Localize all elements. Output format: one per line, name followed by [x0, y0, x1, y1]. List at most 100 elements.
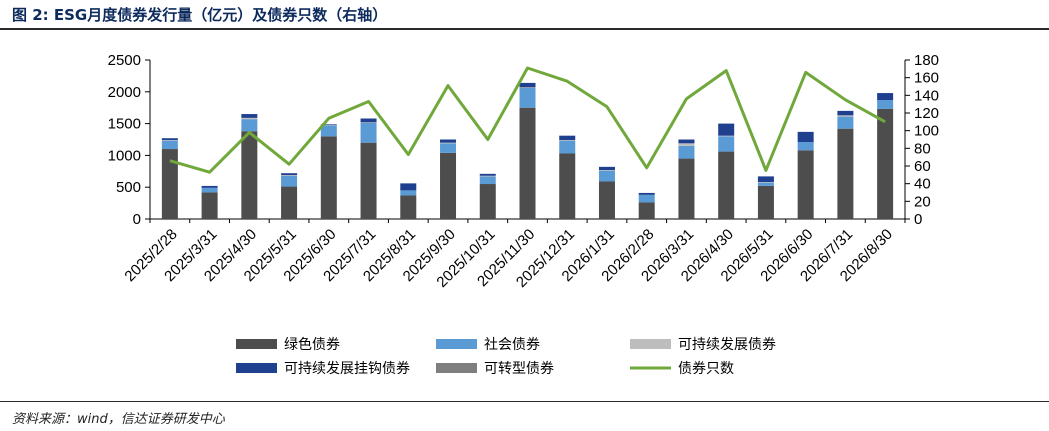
bar-sustainability-linked-bond: [360, 118, 377, 123]
bar-social-bond: [161, 140, 178, 150]
left-axis-tick-label: 0: [133, 211, 141, 228]
bar-sustainable-bond: [837, 115, 854, 117]
legend-swatch: [436, 339, 477, 349]
bar-social-bond: [320, 125, 337, 137]
left-axis-tick-label: 1500: [108, 116, 141, 133]
bar-series-group: [161, 82, 894, 219]
bar-social-bond: [877, 100, 894, 109]
bar-green-bond: [360, 142, 377, 219]
bar-sustainability-linked-bond: [479, 173, 496, 176]
bar-green-bond: [440, 152, 457, 219]
bar-social-bond: [440, 143, 457, 153]
bar-sustainability-linked-bond: [241, 114, 258, 118]
footer-divider: [0, 401, 1049, 402]
bar-sustainability-linked-bond: [281, 173, 298, 176]
right-axis-tick-label: 40: [914, 176, 931, 193]
right-axis-tick-label: 140: [914, 87, 939, 104]
line-series-group: [169, 66, 886, 174]
left-axis-tick-label: 1000: [108, 147, 141, 164]
bar-sustainability-linked-bond: [161, 138, 178, 141]
bar-green-bond: [400, 195, 417, 219]
right-axis-tick-label: 80: [914, 140, 931, 157]
bar-sustainable-bond: [479, 175, 496, 177]
bar-sustainable-bond: [241, 117, 258, 120]
bar-social-bond: [718, 136, 735, 152]
bar-sustainable-bond: [440, 142, 457, 144]
right-axis-tick-label: 180: [914, 52, 939, 69]
bar-sustainability-linked-bond: [201, 185, 218, 188]
bond-count-line: [169, 66, 886, 174]
bar-green-bond: [877, 108, 894, 219]
bar-sustainable-bond: [320, 124, 337, 126]
bar-sustainable-bond: [678, 143, 695, 146]
bar-green-bond: [598, 181, 615, 219]
bar-social-bond: [281, 175, 298, 187]
legend-swatch: [236, 363, 277, 373]
bar-sustainability-linked-bond: [678, 139, 695, 144]
left-axis-tick-label: 2500: [108, 52, 141, 69]
title-bar: 图 2: ESG月度债券发行量（亿元）及债券只数（右轴）: [0, 0, 1049, 30]
bar-social-bond: [797, 142, 814, 151]
bar-green-bond: [281, 186, 298, 219]
legend-label: 可持续发展挂钩债券: [284, 360, 410, 377]
legend-swatch: [436, 363, 477, 373]
bar-sustainability-linked-bond: [877, 93, 894, 101]
bar-sustainability-linked-bond: [519, 82, 536, 88]
right-axis-tick-label: 60: [914, 158, 931, 175]
right-axis-tick-label: 160: [914, 70, 939, 87]
bar-sustainable-bond: [559, 140, 576, 141]
bar-sustainability-linked-bond: [837, 110, 854, 116]
bar-social-bond: [598, 170, 615, 182]
bar-green-bond: [241, 131, 258, 219]
bar-social-bond: [519, 87, 536, 108]
bar-sustainability-linked-bond: [400, 183, 417, 191]
legend-label: 社会债券: [484, 337, 540, 353]
bar-green-bond: [559, 153, 576, 219]
bar-social-bond: [559, 140, 576, 154]
bar-green-bond: [320, 136, 337, 219]
right-axis-tick-label: 120: [914, 105, 939, 122]
bar-social-bond: [241, 119, 258, 132]
bar-social-bond: [400, 190, 417, 196]
bar-green-bond: [718, 151, 735, 219]
bar-green-bond: [757, 185, 774, 219]
legend-swatch: [236, 339, 277, 349]
legend-label: 绿色债券: [284, 336, 340, 353]
bar-green-bond: [797, 150, 814, 219]
left-axis-tick-label: 2000: [108, 84, 141, 101]
bar-green-bond: [638, 202, 655, 219]
legend-label: 可转型债券: [484, 361, 554, 377]
chart: 0500100015002000250002040608010012014016…: [108, 52, 939, 377]
bar-social-bond: [479, 176, 496, 185]
legend-label: 可持续发展债券: [678, 336, 776, 353]
source-note: 资料来源：wind，信达证券研发中心: [12, 412, 225, 427]
bar-sustainable-bond: [281, 175, 298, 176]
bar-sustainable-bond: [718, 135, 735, 137]
bar-sustainable-bond: [161, 140, 178, 141]
bar-sustainability-linked-bond: [797, 131, 814, 143]
bar-sustainability-linked-bond: [559, 135, 576, 141]
bar-social-bond: [360, 122, 377, 143]
bar-social-bond: [757, 182, 774, 186]
bar-sustainable-bond: [519, 87, 536, 88]
bar-sustainable-bond: [757, 182, 774, 183]
right-axis-tick-label: 0: [914, 211, 922, 228]
bar-green-bond: [678, 158, 695, 219]
bar-sustainability-linked-bond: [320, 124, 337, 125]
bar-social-bond: [638, 194, 655, 203]
left-axis-tick-label: 500: [116, 179, 141, 196]
bar-sustainability-linked-bond: [440, 139, 457, 143]
chart-title: 图 2: ESG月度债券发行量（亿元）及债券只数（右轴）: [12, 6, 388, 24]
bar-green-bond: [519, 107, 536, 219]
right-axis-tick-label: 20: [914, 193, 931, 210]
x-tick-labels: 2025/2/282025/3/312025/4/302025/5/312025…: [121, 226, 895, 291]
bar-sustainable-bond: [598, 170, 615, 171]
bar-sustainable-bond: [360, 122, 377, 123]
bar-green-bond: [837, 128, 854, 219]
bar-sustainability-linked-bond: [757, 176, 774, 183]
bar-social-bond: [678, 145, 695, 159]
bar-sustainability-linked-bond: [638, 192, 655, 195]
bar-social-bond: [201, 187, 218, 193]
bar-green-bond: [479, 184, 496, 219]
